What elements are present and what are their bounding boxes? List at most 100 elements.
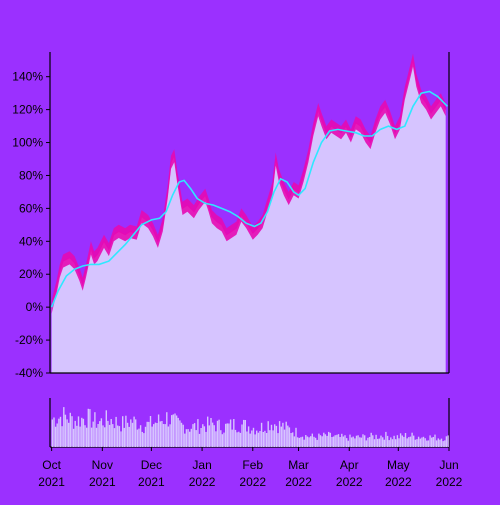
volume-bar	[406, 438, 408, 447]
volume-bar	[427, 440, 430, 447]
volume-bar	[128, 426, 130, 447]
volume-bar	[252, 427, 255, 447]
volume-bar	[66, 419, 68, 447]
volume-bar	[153, 424, 155, 447]
volume-bar	[126, 422, 129, 447]
volume-bar	[197, 419, 199, 447]
volume-bar	[311, 433, 313, 447]
volume-bar	[225, 423, 227, 447]
volume-bar	[104, 427, 106, 447]
volume-bar	[296, 437, 299, 447]
volume-bar	[221, 434, 224, 447]
volume-bar	[413, 435, 415, 447]
volume-bar	[102, 425, 104, 447]
volume-bar	[417, 436, 420, 447]
volume-bar	[316, 439, 318, 447]
volume-bar	[143, 433, 145, 447]
volume-bar	[63, 407, 65, 447]
volume-bar	[193, 423, 196, 447]
x-tick-label-month: Dec	[141, 458, 162, 472]
volume-bar	[100, 418, 103, 447]
volume-bar	[69, 412, 71, 447]
volume-bar	[339, 437, 341, 447]
volume-bar	[432, 437, 434, 447]
volume-bar	[368, 437, 371, 447]
volume-bar	[90, 427, 93, 447]
volume-bar	[74, 420, 76, 447]
volume-bar	[54, 426, 57, 447]
y-tick-label: 120%	[12, 103, 43, 117]
volume-bar	[166, 412, 168, 447]
volume-bar	[380, 435, 382, 447]
volume-bar	[336, 434, 338, 447]
volume-bar	[262, 432, 264, 447]
volume-bar	[377, 438, 379, 447]
volume-bar	[440, 438, 443, 447]
y-tick-label: 60%	[19, 201, 43, 215]
volume-bar	[82, 418, 85, 447]
volume-bar	[278, 421, 281, 447]
volume-bar	[421, 437, 423, 447]
x-axis: Oct 2021 Nov 2021 Dec 2021 Jan 2022 Feb 2022 Mar 20…	[38, 447, 463, 489]
volume-bar	[159, 421, 161, 447]
volume-bar	[364, 435, 366, 447]
volume-bar	[53, 417, 55, 447]
volume-bar	[403, 436, 405, 447]
volume-bar	[64, 414, 67, 447]
volume-bar	[99, 421, 101, 447]
volume-bar	[388, 440, 390, 447]
x-tick-label-year: 2022	[239, 475, 266, 489]
x-tick-label-month: Oct	[42, 458, 61, 472]
volume-bar	[202, 424, 204, 447]
volume-bar	[182, 424, 184, 447]
volume-bar	[328, 431, 330, 447]
y-tick-label: 20%	[19, 267, 43, 281]
volume-bar	[326, 435, 328, 447]
volume-bar	[95, 427, 98, 447]
volume-bar	[293, 436, 296, 447]
volume-bar	[352, 436, 354, 447]
volume-bar	[370, 432, 372, 447]
volume-bar	[112, 424, 114, 447]
volume-bar	[108, 424, 111, 447]
volume-bar	[323, 432, 325, 447]
volume-bar	[354, 438, 356, 447]
volume-bar	[211, 422, 214, 447]
volume-bar	[274, 424, 276, 447]
volume-bar	[313, 436, 315, 447]
volume-bar	[319, 435, 322, 447]
volume-bar	[131, 422, 134, 447]
volume-bar	[342, 436, 345, 447]
volume-bar	[435, 440, 438, 447]
x-tick-label-month: Nov	[92, 458, 113, 472]
volume-bar	[378, 438, 381, 447]
volume-bar	[205, 431, 207, 447]
x-tick-label-month: Apr	[340, 458, 359, 472]
volume-bar	[442, 441, 444, 447]
volume-bar	[272, 430, 274, 447]
x-tick-label-year: 2021	[138, 475, 165, 489]
volume-bar	[280, 426, 282, 447]
volume-bar	[390, 437, 392, 447]
volume-bar	[162, 424, 165, 447]
volume-bar	[123, 427, 125, 447]
volume-bar	[239, 432, 242, 447]
volume-bar	[318, 433, 320, 447]
x-tick-label-month: May	[387, 458, 410, 472]
volume-bar	[404, 433, 407, 447]
volume-bar	[187, 429, 189, 447]
volume-bar	[267, 421, 269, 447]
volume-bar	[180, 422, 183, 447]
volume-bar	[190, 428, 192, 447]
volume-bar	[300, 437, 302, 447]
main-plot	[49, 52, 450, 374]
y-tick-label: -20%	[15, 333, 43, 347]
volume-bar	[56, 423, 58, 447]
volume-bar	[275, 425, 278, 447]
volume-bar	[350, 437, 353, 447]
y-tick-label: 100%	[12, 136, 43, 150]
volume-bar	[401, 435, 403, 447]
volume-bar	[164, 424, 166, 447]
x-tick-label-year: 2021	[38, 475, 65, 489]
